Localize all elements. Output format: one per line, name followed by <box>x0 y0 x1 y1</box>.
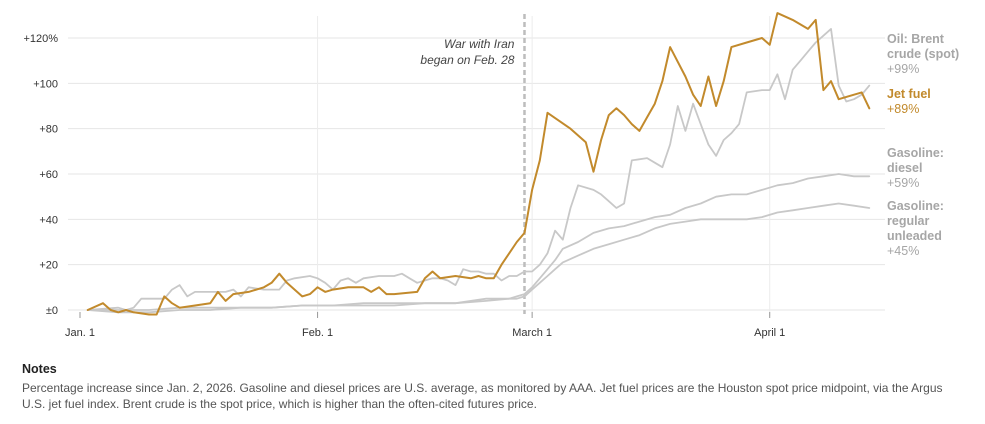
series-label-brent: Oil: Brent <box>887 32 945 46</box>
series-end-value-diesel: +59% <box>887 176 919 190</box>
event-label-line2: began on Feb. 28 <box>420 53 514 67</box>
series-label-regular: unleaded <box>887 229 942 243</box>
x-tick-label: March 1 <box>512 327 552 339</box>
series-label-diesel: diesel <box>887 161 922 175</box>
series-end-value-regular: +45% <box>887 244 919 258</box>
series-label-brent: crude (spot) <box>887 47 959 61</box>
series-end-value-brent: +99% <box>887 62 919 76</box>
series-label-regular: Gasoline: <box>887 199 944 213</box>
y-tick-label: ±0 <box>46 305 58 317</box>
event-annotation: War with Iran began on Feb. 28 <box>420 14 526 314</box>
x-tick-label: Feb. 1 <box>302 327 333 339</box>
chart-gridlines <box>68 16 885 316</box>
x-tick-label: Jan. 1 <box>65 327 95 339</box>
y-tick-label: +100 <box>33 78 58 90</box>
y-tick-label: +120% <box>23 33 58 45</box>
y-tick-label: +20 <box>39 260 58 272</box>
series-label-diesel: Gasoline: <box>887 146 944 160</box>
series-end-value-jet: +89% <box>887 102 919 116</box>
notes-text: Percentage increase since Jan. 2, 2026. … <box>22 381 943 411</box>
series-label-regular: regular <box>887 214 930 228</box>
notes-section: Notes Percentage increase since Jan. 2, … <box>22 362 962 412</box>
y-tick-label: +60 <box>39 169 58 181</box>
series-line-brent <box>86 28 871 311</box>
chart-svg: ±0 +20 +40 +60 +80 +100 +120% Jan. 1 Feb. 1 March… <box>23 12 959 339</box>
series-label-jet: Jet fuel <box>887 87 931 101</box>
chart-series <box>86 12 871 316</box>
series-line-diesel <box>86 173 871 311</box>
y-tick-label: +40 <box>39 214 58 226</box>
event-label-line1: War with Iran <box>444 37 515 51</box>
notes-title: Notes <box>22 362 57 376</box>
x-tick-label: April 1 <box>754 327 785 339</box>
series-line-jet <box>86 12 871 316</box>
y-tick-label: +80 <box>39 124 58 136</box>
chart-axes: ±0 +20 +40 +60 +80 +100 +120% Jan. 1 Feb. 1 March… <box>23 33 785 339</box>
